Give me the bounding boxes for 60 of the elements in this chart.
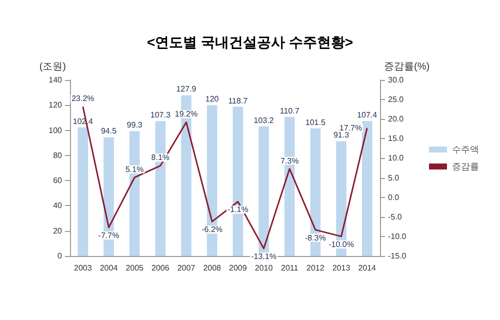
data-label: -7.7%	[98, 230, 120, 240]
data-label: 23.2%	[72, 94, 94, 104]
y2-tick-label: -15.0	[388, 252, 407, 260]
y-tick-label: 0	[58, 252, 63, 260]
legend-label: 증감률	[452, 162, 479, 172]
data-label: 118.7	[228, 96, 248, 106]
y-tick-label: 40	[53, 201, 63, 210]
x-tick-label: 2004	[100, 264, 118, 272]
y2-tick-label: 25.0	[388, 95, 404, 104]
y-tick-label: 20	[53, 226, 63, 236]
chart-title: <연도별 국내건설공사 수주현황>	[146, 34, 354, 50]
y-tick-label: 60	[53, 176, 63, 186]
data-label: 91.3	[333, 130, 350, 140]
y-tick-label: 80	[53, 150, 63, 160]
data-label: -10.0%	[328, 240, 354, 249]
x-tick-label: 2011	[280, 264, 299, 272]
data-label: 7.3%	[280, 156, 299, 166]
bar	[362, 120, 372, 256]
y2-tick-label: 20.0	[388, 114, 404, 124]
y-tick-label: 120	[48, 100, 63, 110]
y2-tick-label: 5.0	[388, 173, 400, 182]
data-label: -6.2%	[202, 225, 223, 234]
y2-tick-label: -5.0	[388, 212, 402, 222]
data-label: 94.5	[100, 126, 118, 136]
data-label: 103.2	[254, 116, 274, 125]
data-label: 5.1%	[125, 164, 144, 174]
data-label: 19.2%	[174, 110, 198, 119]
data-label: -13.1%	[251, 252, 276, 262]
x-tick-label: 2003	[74, 264, 92, 272]
data-label: 110.7	[280, 106, 300, 116]
y-axis-title: (조원)	[39, 62, 66, 72]
data-label: 8.1%	[151, 153, 170, 162]
x-tick-label: 2005	[126, 264, 144, 272]
data-label: 127.9	[176, 84, 197, 94]
y2-tick-label: -10.0	[388, 232, 407, 241]
y2-tick-label: 0.0	[388, 192, 400, 202]
x-tick-label: 2014	[358, 264, 377, 272]
x-tick-label: 2006	[152, 264, 170, 272]
y-tick-label: 140	[48, 76, 63, 84]
y2-axis-title: 증감률(%)	[384, 62, 430, 72]
data-label: -1.1%	[227, 205, 248, 214]
x-tick-label: 2013	[332, 264, 351, 272]
data-label: 107.4	[357, 110, 378, 120]
x-tick-label: 2008	[203, 264, 222, 272]
y-tick-label: 100	[48, 126, 63, 135]
legend-label: 수주액	[452, 144, 479, 154]
data-label: -8.3%	[304, 233, 326, 242]
x-tick-label: 2012	[306, 264, 325, 272]
x-tick-label: 2007	[177, 264, 196, 272]
data-label: 101.5	[305, 118, 326, 127]
data-label: 107.3	[150, 110, 171, 120]
y2-tick-label: 15.0	[388, 134, 404, 144]
data-label: 120	[205, 94, 220, 104]
x-tick-label: 2009	[229, 264, 248, 272]
y2-tick-label: 10.0	[388, 154, 404, 163]
data-label: 99.3	[126, 120, 143, 130]
y2-tick-label: 30.0	[388, 76, 404, 84]
x-tick-label: 2010	[254, 264, 274, 272]
bar	[78, 127, 88, 256]
data-label: 17.7%	[339, 124, 362, 133]
